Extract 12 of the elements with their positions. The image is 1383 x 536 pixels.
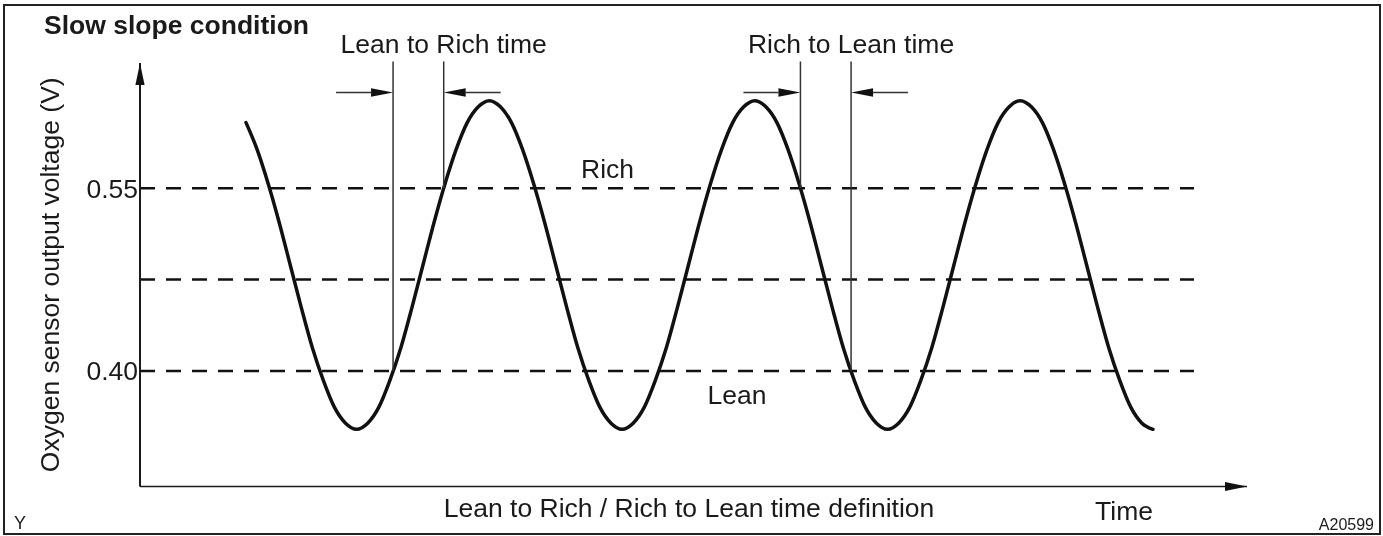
text: Y xyxy=(13,512,27,533)
y-tick-label: 0.40 xyxy=(86,356,138,387)
text: Lean to Rich / Rich to Lean time definition xyxy=(443,493,935,523)
y-tick-label: 0.55 xyxy=(86,173,138,204)
text: Rich to Lean time xyxy=(747,29,955,59)
y-axis-title: Oxygen sensor output voltage (V) xyxy=(34,77,65,473)
x-axis-title: Time xyxy=(1095,496,1153,526)
chart-title: Slow slope condition xyxy=(44,10,309,40)
ref-line-label: Lean xyxy=(707,379,767,410)
text: A20599 xyxy=(1318,516,1375,533)
text: Lean to Rich time xyxy=(340,29,547,59)
ref-line-label: Rich xyxy=(581,153,635,184)
